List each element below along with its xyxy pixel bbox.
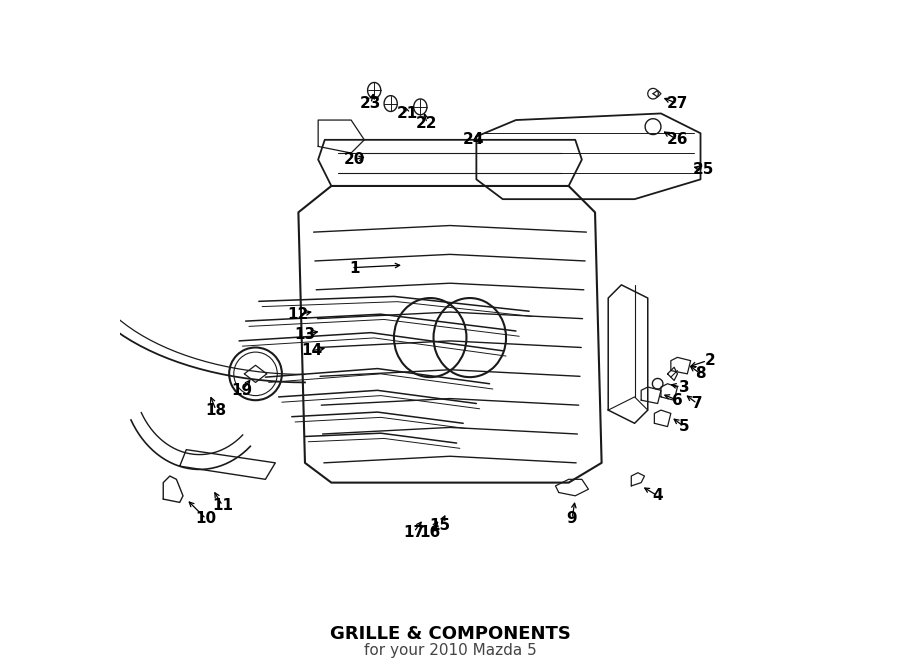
Text: 24: 24 — [463, 132, 484, 148]
Text: 18: 18 — [205, 402, 227, 418]
Text: 13: 13 — [294, 327, 316, 342]
Text: 7: 7 — [692, 396, 703, 411]
Text: 21: 21 — [397, 106, 418, 121]
Text: 1: 1 — [349, 261, 360, 276]
Text: 16: 16 — [419, 524, 441, 540]
Text: 6: 6 — [672, 393, 683, 408]
Text: 4: 4 — [652, 489, 663, 503]
Text: 26: 26 — [667, 132, 688, 148]
Text: GRILLE & COMPONENTS: GRILLE & COMPONENTS — [329, 625, 571, 643]
Text: 19: 19 — [232, 383, 253, 398]
Text: 3: 3 — [679, 379, 689, 395]
Text: 11: 11 — [212, 498, 233, 513]
Text: 5: 5 — [679, 419, 689, 434]
Text: 17: 17 — [403, 524, 424, 540]
Text: 27: 27 — [667, 96, 688, 111]
Text: 10: 10 — [195, 511, 217, 526]
Text: 2: 2 — [705, 353, 716, 368]
Text: 12: 12 — [288, 307, 309, 322]
Text: for your 2010 Mazda 5: for your 2010 Mazda 5 — [364, 643, 536, 658]
Text: 8: 8 — [695, 366, 706, 381]
Text: 25: 25 — [693, 162, 715, 177]
Text: 20: 20 — [344, 152, 365, 167]
Text: 22: 22 — [416, 116, 437, 131]
Text: 23: 23 — [360, 96, 382, 111]
Text: 9: 9 — [567, 511, 577, 526]
Text: 15: 15 — [429, 518, 451, 533]
Text: 14: 14 — [301, 344, 322, 358]
